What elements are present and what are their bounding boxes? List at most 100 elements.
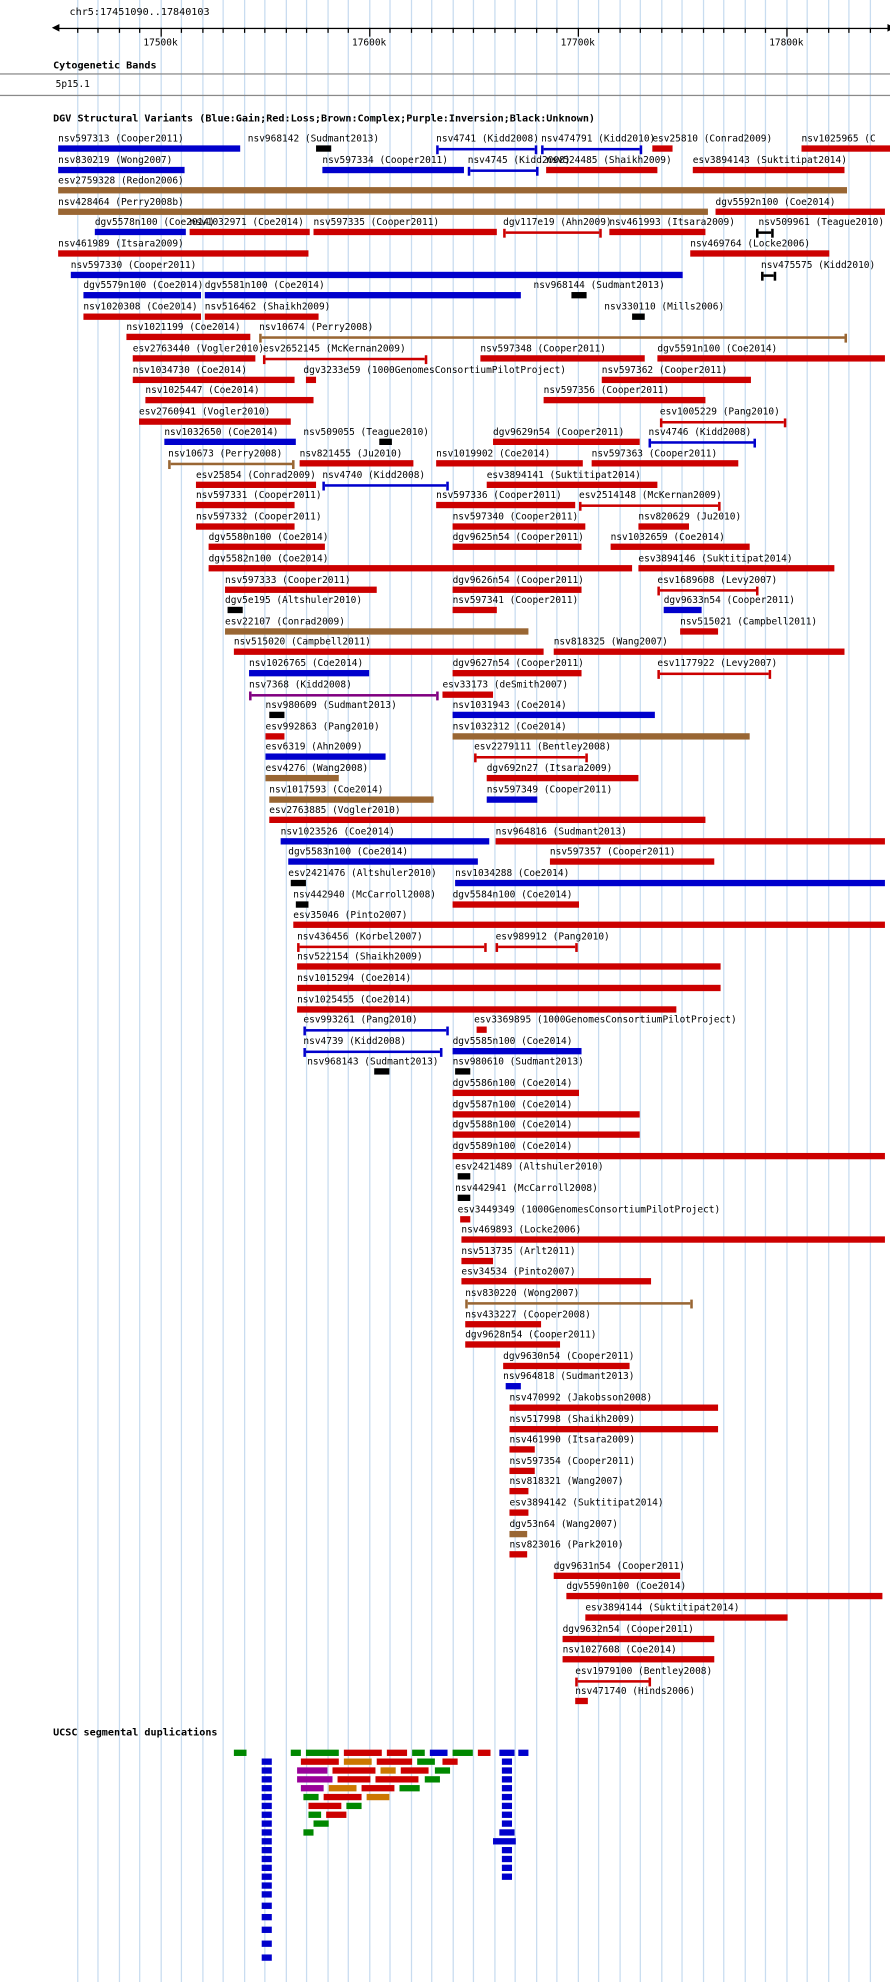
dgv-item-bar[interactable] bbox=[452, 1131, 640, 1138]
dgv-item-bar[interactable] bbox=[452, 1152, 885, 1160]
dgv-item-label[interactable]: dgv9626n54 (Cooper2011) bbox=[452, 573, 584, 586]
dgv-item-bar[interactable] bbox=[195, 523, 295, 530]
dgv-item-bar[interactable] bbox=[801, 145, 890, 152]
dgv-item-label[interactable]: dgv9632n54 (Cooper2011) bbox=[562, 1623, 694, 1635]
dgv-item-bar[interactable] bbox=[457, 1173, 471, 1180]
dgv-item-bar[interactable] bbox=[249, 670, 370, 677]
segdup-block[interactable] bbox=[501, 1811, 513, 1818]
dgv-item-label[interactable]: nsv515021 (Campbell2011) bbox=[680, 615, 818, 628]
dgv-item-bar[interactable] bbox=[509, 1530, 528, 1538]
dgv-item-bar[interactable] bbox=[436, 460, 583, 467]
dgv-item-bar[interactable] bbox=[262, 355, 428, 365]
dgv-item-bar[interactable] bbox=[288, 858, 478, 865]
dgv-item-bar[interactable] bbox=[474, 753, 588, 763]
dgv-item-bar[interactable] bbox=[297, 1006, 677, 1013]
dgv-item-bar[interactable] bbox=[295, 901, 309, 908]
dgv-item-bar[interactable] bbox=[225, 586, 377, 593]
dgv-item-label[interactable]: nsv522154 (Shaikh2009) bbox=[297, 950, 423, 963]
dgv-item-bar[interactable] bbox=[195, 501, 295, 509]
dgv-item-label[interactable]: nsv428464 (Perry2008b) bbox=[58, 195, 184, 208]
dgv-item-bar[interactable] bbox=[442, 691, 494, 698]
dgv-item-bar[interactable] bbox=[579, 501, 721, 511]
dgv-item-bar[interactable] bbox=[452, 523, 586, 530]
dgv-item-label[interactable]: esv3894143 (Suktitipat2014) bbox=[692, 154, 847, 166]
dgv-item-bar[interactable] bbox=[265, 733, 285, 740]
dgv-item-label[interactable]: esv3894142 (Suktitipat2014) bbox=[509, 1496, 664, 1509]
dgv-item-bar[interactable] bbox=[455, 1068, 471, 1075]
dgv-item-label[interactable]: esv2421489 (Altshuler2010) bbox=[455, 1160, 604, 1172]
segdup-block[interactable] bbox=[261, 1954, 272, 1961]
segdup-block[interactable] bbox=[501, 1767, 513, 1774]
segdup-block[interactable] bbox=[261, 1758, 272, 1765]
dgv-item-label[interactable]: nsv442941 (McCarroll2008) bbox=[455, 1182, 598, 1194]
dgv-item-bar[interactable] bbox=[609, 228, 706, 236]
segdup-block[interactable] bbox=[452, 1749, 473, 1756]
dgv-item-bar[interactable] bbox=[562, 1635, 715, 1643]
segdup-block[interactable] bbox=[233, 1749, 247, 1756]
dgv-item-bar[interactable] bbox=[265, 774, 339, 782]
segdup-block[interactable] bbox=[343, 1758, 372, 1765]
dgv-item-label[interactable]: nsv461990 (Itsara2009) bbox=[509, 1433, 636, 1445]
dgv-item-bar[interactable] bbox=[493, 438, 640, 445]
dgv-item-bar[interactable] bbox=[657, 355, 885, 362]
dgv-item-label[interactable]: dgv5584n100 (Coe2014) bbox=[452, 888, 573, 901]
segdup-block[interactable] bbox=[297, 1767, 328, 1774]
dgv-item-label[interactable]: nsv442940 (McCarroll2008) bbox=[293, 888, 437, 901]
segdup-block[interactable] bbox=[499, 1829, 515, 1836]
dgv-item-label[interactable]: dgv692n27 (Itsara2009) bbox=[486, 762, 613, 774]
dgv-item-bar[interactable] bbox=[452, 543, 582, 550]
dgv-item-bar[interactable] bbox=[601, 376, 751, 384]
segdup-block[interactable] bbox=[429, 1749, 448, 1756]
dgv-item-label[interactable]: nsv597348 (Cooper2011) bbox=[480, 342, 606, 354]
dgv-item-label[interactable]: nsv509961 (Teague2010) bbox=[758, 216, 885, 228]
dgv-item-label[interactable]: nsv821455 (Ju2010) bbox=[299, 447, 403, 459]
dgv-item-label[interactable]: nsv830220 (Wong2007) bbox=[465, 1286, 580, 1299]
dgv-item-label[interactable]: nsv10673 (Perry2008) bbox=[168, 447, 283, 459]
dgv-item-bar[interactable] bbox=[139, 418, 291, 425]
segdup-block[interactable] bbox=[434, 1767, 451, 1774]
dgv-item-bar[interactable] bbox=[509, 1404, 719, 1411]
dgv-item-label[interactable]: esv34534 (Pinto2007) bbox=[461, 1265, 576, 1277]
dgv-item-bar[interactable] bbox=[83, 292, 202, 299]
dgv-item-label[interactable]: nsv471740 (Hinds2006) bbox=[575, 1685, 696, 1697]
dgv-item-bar[interactable] bbox=[509, 1487, 529, 1495]
segdup-block[interactable] bbox=[261, 1811, 272, 1818]
dgv-item-bar[interactable] bbox=[379, 438, 392, 445]
segdup-block[interactable] bbox=[261, 1882, 272, 1889]
dgv-item-label[interactable]: dgv9625n54 (Cooper2011) bbox=[452, 530, 584, 543]
dgv-item-bar[interactable] bbox=[233, 648, 544, 655]
dgv-item-label[interactable]: dgv5590n100 (Coe2014) bbox=[566, 1580, 687, 1592]
dgv-item-label[interactable]: nsv597340 (Cooper2011) bbox=[452, 510, 579, 523]
dgv-item-label[interactable]: nsv1023526 (Coe2014) bbox=[280, 825, 395, 837]
dgv-item-label[interactable]: nsv964816 (Sudmant2013) bbox=[495, 825, 627, 837]
dgv-item-bar[interactable] bbox=[486, 796, 538, 803]
dgv-item-bar[interactable] bbox=[476, 1026, 487, 1033]
segdup-block[interactable] bbox=[412, 1749, 425, 1756]
dgv-item-label[interactable]: nsv597336 (Cooper2011) bbox=[436, 489, 562, 501]
dgv-item-label[interactable]: nsv1026765 (Coe2014) bbox=[249, 657, 364, 669]
dgv-item-label[interactable]: esv3894146 (Suktitipat2014) bbox=[638, 552, 793, 564]
dgv-item-label[interactable]: esv2652145 (McKernan2009) bbox=[262, 342, 406, 354]
dgv-item-bar[interactable] bbox=[259, 333, 848, 343]
dgv-item-label[interactable]: esv2514148 (McKernan2009) bbox=[579, 489, 722, 501]
dgv-item-label[interactable]: nsv461989 (Itsara2009) bbox=[58, 237, 184, 250]
dgv-item-label[interactable]: esv1979100 (Bentley2008) bbox=[575, 1664, 713, 1677]
dgv-item-bar[interactable] bbox=[648, 438, 756, 448]
dgv-item-bar[interactable] bbox=[145, 396, 314, 404]
dgv-item-bar[interactable] bbox=[465, 1299, 693, 1309]
dgv-item-bar[interactable] bbox=[610, 543, 750, 550]
dgv-item-bar[interactable] bbox=[553, 1572, 681, 1579]
dgv-item-label[interactable]: nsv4745 (Kidd2008) bbox=[467, 154, 571, 166]
dgv-item-bar[interactable] bbox=[452, 1048, 582, 1055]
dgv-item-bar[interactable] bbox=[436, 145, 538, 155]
dgv-item-label[interactable]: nsv469764 (Locke2006) bbox=[690, 237, 811, 250]
segdup-block[interactable] bbox=[308, 1811, 322, 1818]
dgv-item-bar[interactable] bbox=[303, 1048, 443, 1057]
dgv-item-label[interactable]: nsv10674 (Perry2008) bbox=[259, 321, 374, 333]
dgv-item-label[interactable]: dgv9627n54 (Cooper2011) bbox=[452, 657, 584, 669]
segdup-block[interactable] bbox=[518, 1749, 529, 1756]
dgv-item-label[interactable]: nsv1017593 (Coe2014) bbox=[269, 783, 384, 796]
dgv-item-bar[interactable] bbox=[70, 271, 683, 279]
dgv-item-bar[interactable] bbox=[269, 711, 285, 719]
segdup-block[interactable] bbox=[501, 1793, 513, 1801]
